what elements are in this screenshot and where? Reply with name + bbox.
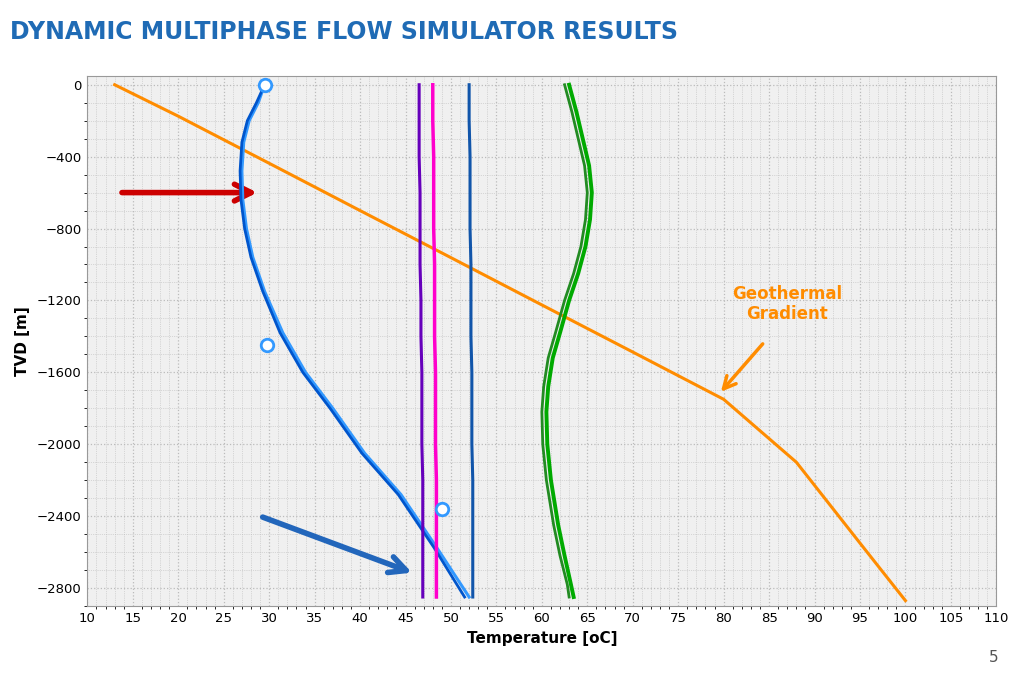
Text: 5: 5 <box>989 650 998 665</box>
Text: DYNAMIC MULTIPHASE FLOW SIMULATOR RESULTS: DYNAMIC MULTIPHASE FLOW SIMULATOR RESULT… <box>10 20 678 45</box>
X-axis label: Temperature [oC]: Temperature [oC] <box>467 632 617 647</box>
Text: Geothermal
Gradient: Geothermal Gradient <box>732 285 843 323</box>
Y-axis label: TVD [m]: TVD [m] <box>15 306 30 376</box>
